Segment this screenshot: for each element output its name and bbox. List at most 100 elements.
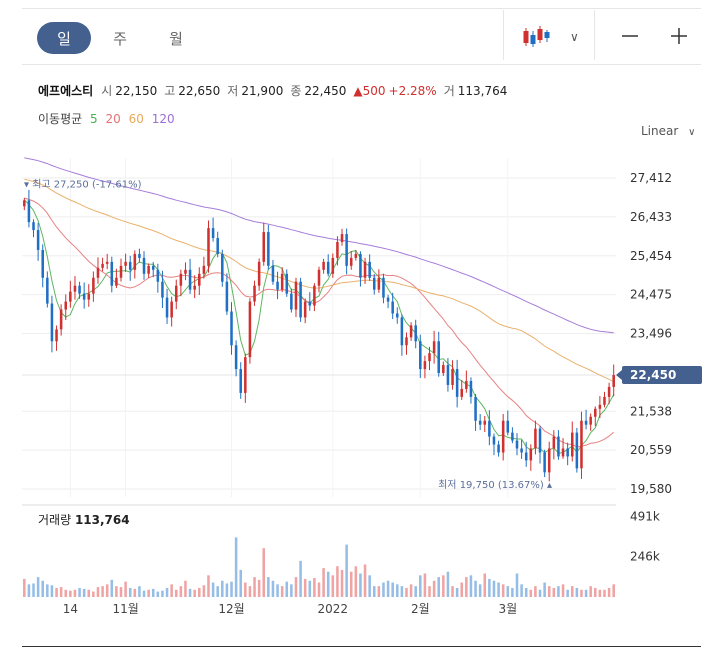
volume-tick-label: 491k [630,509,660,523]
candle [36,222,40,261]
candle-body [142,257,146,274]
volume-bar [87,589,91,597]
tab-weekly[interactable]: 주 [113,29,127,48]
volume-bar [280,586,284,597]
moving-average-legend: 이동평균 5 20 60 120 [38,110,179,127]
candle [419,334,422,378]
tab-monthly[interactable]: 월 [169,29,183,48]
ma-20[interactable]: 20 [105,112,121,126]
x-tick-label: 2022 [318,602,349,616]
candle-body [543,452,546,473]
candle-body [50,303,54,342]
low-value: 21,900 [241,84,284,98]
volume-bar [322,568,325,597]
ma-60[interactable]: 60 [128,112,144,126]
candle [547,441,551,482]
candle [580,411,583,479]
candle-body [128,261,132,270]
chevron-down-icon: ∨ [688,127,696,138]
candle [322,258,325,274]
high-value: 22,650 [178,84,221,98]
volume-bar [340,569,344,597]
volume-bar [105,584,109,597]
candle-body [303,301,307,318]
volume-bar [570,586,574,597]
volume-bar [386,580,390,597]
volume-bar [239,569,242,597]
candle [455,359,459,408]
volume-bar [363,564,367,597]
open-value: 22,150 [115,84,158,98]
candle [465,370,468,393]
chart-type-select[interactable]: ∨ [518,22,588,52]
candle [377,269,381,293]
candle-body [580,420,583,469]
candle-body [354,253,358,258]
candle [202,256,206,279]
candle [594,406,597,427]
candle [414,319,417,349]
volume-bar [524,587,528,597]
change-percent: +2.28% [388,84,437,98]
volume-bar [354,566,358,597]
candle [110,256,114,293]
candle [257,258,261,291]
ma-label: 이동평균 [38,112,83,126]
toolbar-divider [503,10,504,60]
candle [372,274,376,295]
volume-bar [511,587,514,597]
candle [234,340,238,377]
volume-bar [202,585,206,597]
volume-bar [465,577,468,597]
candle [336,236,339,266]
candle [133,250,137,279]
candle [267,224,270,270]
candle-body [442,365,445,374]
candle-body [598,404,602,409]
volume-bar [547,586,551,597]
candle [239,362,242,399]
candle [280,267,284,293]
candle-body [359,253,362,278]
candle-body [419,341,422,370]
candle-body [151,265,155,270]
volume-bar [290,584,293,597]
candle-body [474,396,477,421]
candle-body [331,257,335,274]
candle-body [124,261,127,266]
candle-body [469,380,473,397]
candle-body [248,301,252,358]
zoom-in-button[interactable] [665,22,693,50]
candle-body [32,222,35,231]
volume-bar [497,582,500,597]
candle [64,294,68,320]
candle-body [257,261,261,286]
candle [82,282,86,309]
candle [442,361,445,376]
volume-bar [267,577,270,597]
scale-select[interactable]: Linear ∨ [641,124,695,138]
ma-120[interactable]: 120 [151,112,175,126]
candle-body [488,420,491,437]
zoom-out-button[interactable] [616,22,644,50]
candle [570,421,574,462]
candle [151,262,155,278]
candle-body [27,200,31,223]
tab-daily[interactable]: 일 [37,22,91,54]
candle [386,294,390,309]
ma-5[interactable]: 5 [90,112,98,126]
volume-bar [198,587,201,597]
candle-body [308,301,312,306]
ma5-line [23,199,615,454]
volume-bar [331,575,335,597]
candle [566,442,569,466]
candle-body [460,388,464,397]
candle-body [96,267,100,278]
volume-bar [478,584,482,597]
candle [557,430,560,460]
candle-body [594,408,597,417]
volume-bar [46,584,49,597]
y-tick-label: 25,454 [630,249,672,263]
candle-body [326,261,330,274]
